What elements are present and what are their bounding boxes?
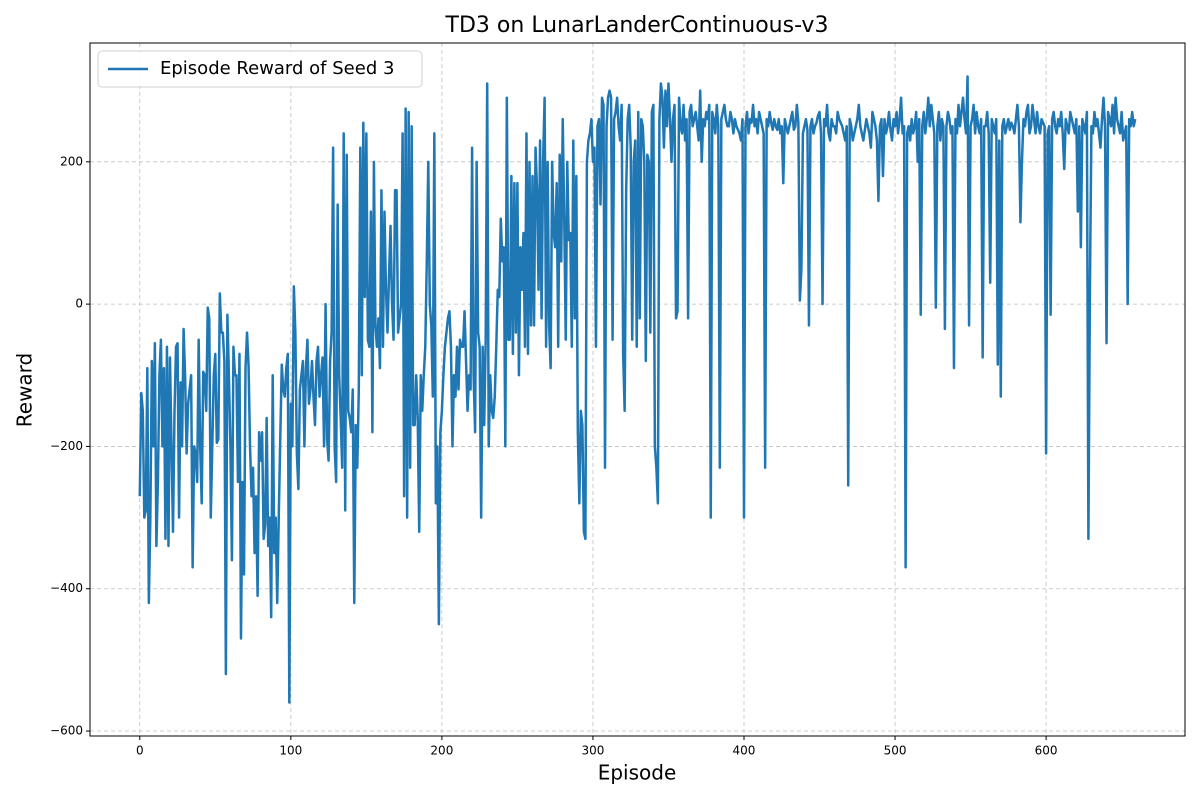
x-tick-label: 500 — [884, 744, 907, 758]
y-tick-label: −200 — [50, 439, 83, 453]
y-tick-label: 0 — [75, 297, 83, 311]
x-tick-label: 400 — [733, 744, 756, 758]
y-tick-label: −600 — [50, 724, 83, 738]
line — [138, 75, 1137, 704]
legend-label: Episode Reward of Seed 3 — [160, 58, 394, 79]
y-tick-label: −400 — [50, 581, 83, 595]
x-tick-label: 0 — [136, 744, 144, 758]
chart-title: TD3 on LunarLanderContinuous-v3 — [445, 13, 829, 38]
y-tick-label: 200 — [60, 154, 83, 168]
x-tick-label: 300 — [581, 744, 604, 758]
x-axis-label: Episode — [598, 761, 677, 785]
x-tick-label: 200 — [430, 744, 453, 758]
legend-box — [97, 50, 423, 88]
y-axis-label: Reward — [13, 353, 37, 427]
x-tick-label: 600 — [1035, 744, 1058, 758]
x-tick-label: 100 — [279, 744, 302, 758]
plot-frame — [89, 42, 1186, 737]
